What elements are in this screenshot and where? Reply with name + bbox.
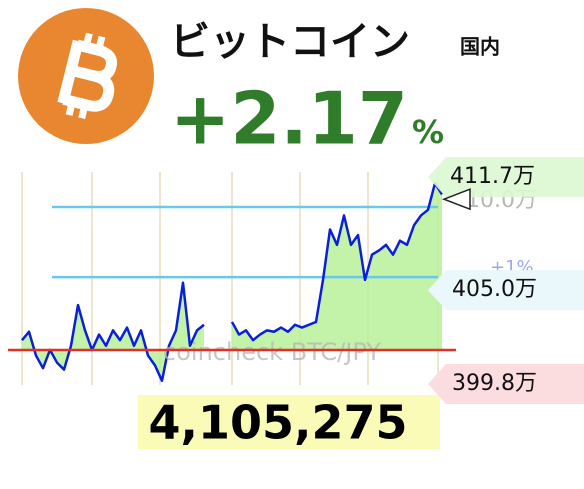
title: ビットコイン [170, 19, 410, 65]
tick-405-label: 405.0万 [452, 277, 537, 302]
high-label: 411.7万 [450, 164, 535, 189]
high-tag [428, 157, 584, 198]
change-unit: % [412, 113, 444, 151]
price-line [230, 181, 444, 342]
base-tag [428, 364, 584, 404]
price-line [21, 281, 205, 383]
watermark: coincheck BTC/JPY [163, 338, 381, 366]
tick-405-tag [428, 270, 584, 311]
price: 4,105,275 [149, 396, 408, 450]
base-label: 399.8万 [452, 371, 537, 396]
change: +2.17 [170, 77, 408, 161]
subtitle: 国内 [460, 35, 500, 59]
bitcoin-symbol [57, 32, 117, 120]
high-pointer [441, 188, 471, 211]
price-box [138, 395, 440, 449]
area [232, 183, 442, 350]
